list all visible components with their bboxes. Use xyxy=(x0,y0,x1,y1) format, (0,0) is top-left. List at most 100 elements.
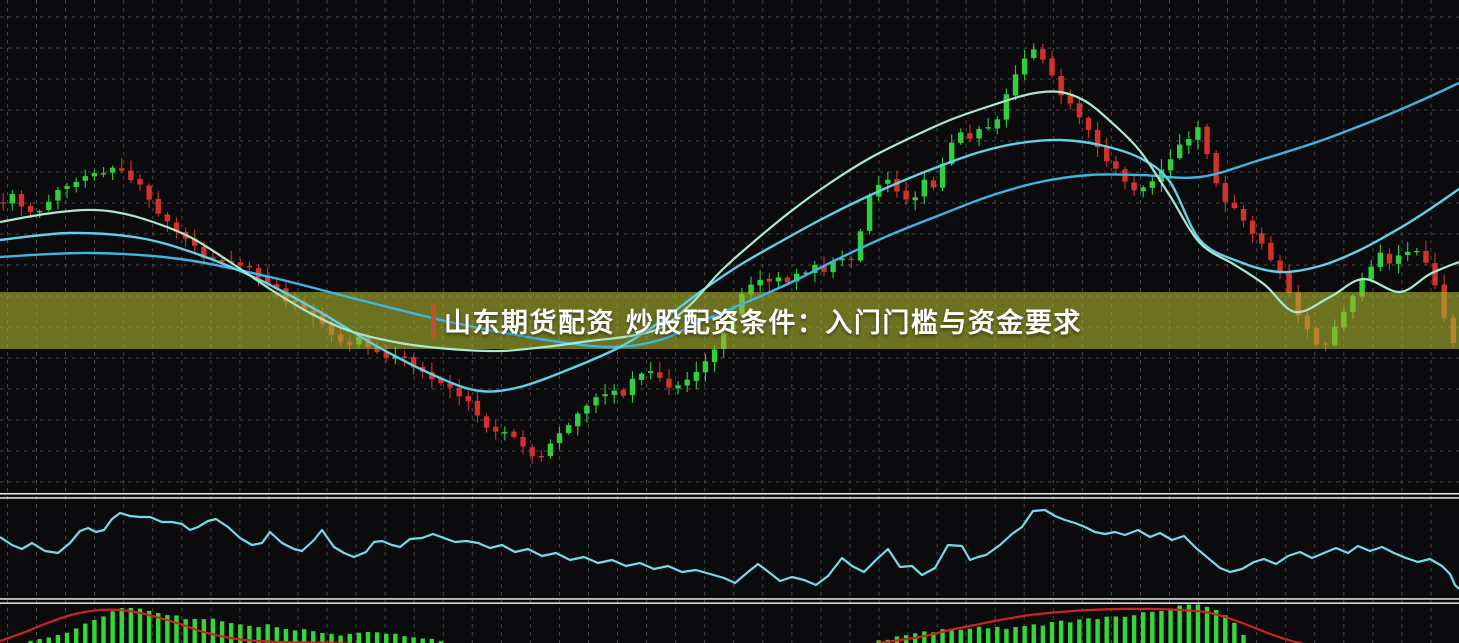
candle[interactable] xyxy=(27,205,34,213)
candle[interactable] xyxy=(793,273,800,282)
candle[interactable] xyxy=(538,455,544,458)
candle[interactable] xyxy=(173,222,180,232)
candle[interactable] xyxy=(1222,182,1228,202)
candle[interactable] xyxy=(1176,144,1183,159)
candle[interactable] xyxy=(976,128,982,139)
candle[interactable] xyxy=(1423,250,1429,263)
candle[interactable] xyxy=(1058,76,1064,96)
candle[interactable] xyxy=(55,190,61,201)
candle[interactable] xyxy=(119,168,125,171)
candle[interactable] xyxy=(757,279,763,286)
candle[interactable] xyxy=(948,142,955,165)
candle[interactable] xyxy=(1414,250,1420,253)
candle[interactable] xyxy=(575,413,581,427)
candle[interactable] xyxy=(401,356,408,359)
candle[interactable] xyxy=(492,426,499,432)
candle[interactable] xyxy=(1140,187,1146,192)
candle[interactable] xyxy=(857,231,864,261)
candle[interactable] xyxy=(1195,127,1201,140)
candle[interactable] xyxy=(547,443,554,456)
candle[interactable] xyxy=(711,349,718,363)
candle[interactable] xyxy=(374,346,380,353)
candle[interactable] xyxy=(602,394,608,397)
candle[interactable] xyxy=(702,361,709,373)
candle[interactable] xyxy=(164,214,171,222)
candle[interactable] xyxy=(593,397,599,406)
candle[interactable] xyxy=(529,447,535,457)
candle[interactable] xyxy=(638,373,645,380)
candle[interactable] xyxy=(775,277,782,282)
candle[interactable] xyxy=(1404,251,1411,256)
candle[interactable] xyxy=(958,132,964,143)
candle[interactable] xyxy=(1432,263,1438,286)
candle[interactable] xyxy=(666,378,672,388)
candle[interactable] xyxy=(474,400,481,416)
candle[interactable] xyxy=(1249,220,1256,234)
candle[interactable] xyxy=(1067,95,1073,104)
candle[interactable] xyxy=(109,167,116,173)
candle[interactable] xyxy=(657,372,663,378)
candle[interactable] xyxy=(1031,49,1037,58)
candle[interactable] xyxy=(939,164,946,188)
candle[interactable] xyxy=(264,276,271,284)
candle[interactable] xyxy=(137,178,143,185)
candle[interactable] xyxy=(274,284,280,290)
candle[interactable] xyxy=(1359,279,1365,297)
candle[interactable] xyxy=(1131,182,1137,191)
candle[interactable] xyxy=(921,179,928,197)
candle[interactable] xyxy=(693,372,700,381)
candle[interactable] xyxy=(912,197,918,201)
candle[interactable] xyxy=(803,272,809,275)
candle[interactable] xyxy=(520,436,526,447)
candle[interactable] xyxy=(9,193,16,204)
candle[interactable] xyxy=(18,193,25,207)
candle[interactable] xyxy=(46,201,52,210)
candle[interactable] xyxy=(36,211,43,213)
candle[interactable] xyxy=(684,379,690,386)
candle[interactable] xyxy=(146,185,152,200)
candle[interactable] xyxy=(1259,233,1265,244)
candle[interactable] xyxy=(1094,129,1101,148)
candle[interactable] xyxy=(1368,266,1374,280)
candle[interactable] xyxy=(1386,253,1393,264)
candle[interactable] xyxy=(438,378,444,383)
candle[interactable] xyxy=(82,176,88,181)
candle[interactable] xyxy=(1277,260,1283,273)
candle[interactable] xyxy=(1231,202,1238,209)
candle[interactable] xyxy=(210,257,216,259)
candle[interactable] xyxy=(565,425,572,434)
candle[interactable] xyxy=(1204,126,1210,155)
candle[interactable] xyxy=(784,277,791,283)
candle[interactable] xyxy=(1049,58,1055,76)
candle[interactable] xyxy=(821,265,827,272)
candle[interactable] xyxy=(629,378,636,396)
candle[interactable] xyxy=(1167,159,1174,171)
candle[interactable] xyxy=(192,238,198,246)
candle[interactable] xyxy=(930,180,937,188)
candle[interactable] xyxy=(447,383,453,388)
candle[interactable] xyxy=(1186,139,1192,146)
candle[interactable] xyxy=(994,119,1000,129)
candle[interactable] xyxy=(511,431,517,438)
candle[interactable] xyxy=(1040,49,1046,60)
candle[interactable] xyxy=(219,259,225,262)
candle[interactable] xyxy=(1113,161,1119,169)
candle[interactable] xyxy=(611,390,617,395)
candle[interactable] xyxy=(237,262,244,266)
candle[interactable] xyxy=(1395,255,1402,264)
candle[interactable] xyxy=(1012,74,1019,96)
candle[interactable] xyxy=(830,260,836,273)
candle[interactable] xyxy=(483,416,490,428)
candle[interactable] xyxy=(100,173,107,175)
candle[interactable] xyxy=(128,170,134,181)
candle[interactable] xyxy=(885,179,891,184)
candle[interactable] xyxy=(502,432,508,434)
candle[interactable] xyxy=(1021,58,1028,75)
candle[interactable] xyxy=(848,258,855,261)
candle[interactable] xyxy=(201,246,207,259)
candle[interactable] xyxy=(839,258,845,261)
candle[interactable] xyxy=(465,395,472,402)
candle[interactable] xyxy=(584,405,590,414)
candle[interactable] xyxy=(648,371,654,374)
candle[interactable] xyxy=(456,387,462,397)
